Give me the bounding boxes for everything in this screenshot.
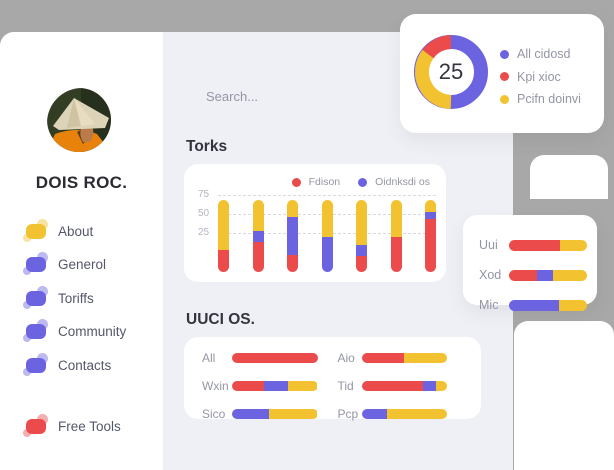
svg-text:25: 25 [439,59,463,84]
